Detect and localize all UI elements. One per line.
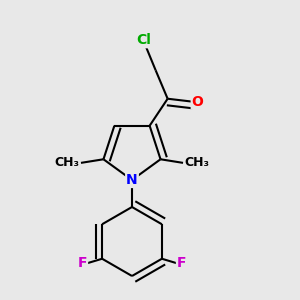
Text: CH₃: CH₃ <box>184 156 209 170</box>
Text: N: N <box>126 173 138 187</box>
Text: CH₃: CH₃ <box>55 156 80 170</box>
Text: Cl: Cl <box>136 33 151 47</box>
Text: O: O <box>192 95 204 109</box>
Text: F: F <box>177 256 186 270</box>
Text: F: F <box>78 256 87 270</box>
